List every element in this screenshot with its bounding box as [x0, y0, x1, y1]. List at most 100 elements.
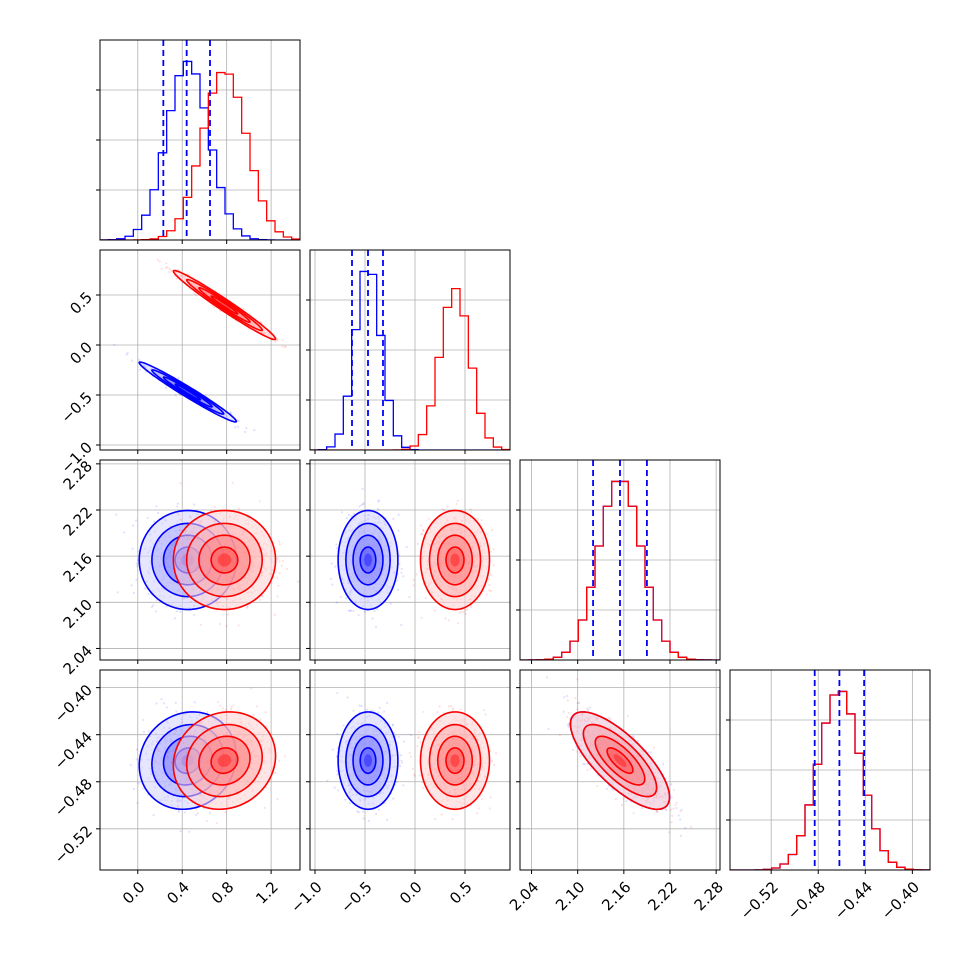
scatter-point [469, 508, 472, 511]
scatter-point [162, 702, 166, 705]
scatter-point [136, 801, 139, 804]
density-fill-series-0 [181, 388, 195, 396]
panel-body [100, 250, 300, 450]
contour-series-1 [210, 295, 239, 315]
contour-series-1 [428, 522, 482, 598]
scatter-point [168, 270, 171, 274]
scatter-point [146, 516, 149, 519]
scatter-point [420, 532, 424, 536]
contour-series-1 [198, 286, 251, 324]
scatter-point [335, 546, 338, 550]
scatter-point [130, 359, 133, 362]
scatter-point [209, 509, 213, 512]
scatter-point [199, 623, 203, 626]
panel-1-1 [306, 249, 511, 454]
scatter-point [427, 517, 430, 520]
scatter-point [179, 610, 182, 613]
scatter-point [485, 593, 488, 596]
scatter-point [252, 713, 255, 716]
panel-frame [309, 249, 511, 451]
scatter-point [189, 600, 192, 604]
panel-3-0 [96, 669, 301, 874]
scatter-point [480, 518, 483, 522]
scatter-point [237, 507, 240, 510]
panel-2-1 [306, 459, 511, 664]
contour-series-0 [359, 546, 377, 574]
scatter-point [138, 358, 141, 362]
scatter-point [405, 545, 408, 548]
scatter-point [135, 562, 138, 565]
scatter-point [142, 730, 146, 733]
scatter-point [229, 411, 232, 414]
scatter-point [170, 761, 173, 764]
scatter-point [179, 528, 182, 532]
scatter-point [357, 614, 360, 617]
scatter-point [166, 265, 169, 269]
scatter-point [415, 573, 418, 576]
scatter-point [188, 830, 191, 833]
scatter-point [156, 511, 160, 515]
scatter-point [155, 505, 158, 508]
scatter-point [353, 512, 356, 515]
hist-step-series-1 [310, 287, 510, 450]
scatter-point [135, 578, 138, 581]
scatter-point [349, 609, 352, 612]
scatter-point [270, 582, 273, 585]
scatter-point [408, 596, 411, 599]
scatter-point [213, 306, 216, 309]
scatter-point [189, 516, 192, 519]
panel-2-2 [516, 459, 721, 664]
density-fill-series-1 [217, 300, 232, 310]
scatter-point [489, 550, 492, 554]
scatter-point [444, 617, 447, 620]
scatter-point [420, 616, 423, 619]
scatter-point [330, 562, 333, 565]
scatter-point [193, 503, 196, 506]
scatter-point [277, 584, 280, 587]
scatter-point [335, 543, 338, 546]
scatter-point [377, 508, 380, 511]
scatter-point [208, 811, 212, 814]
scatter-point [157, 539, 161, 542]
scatter-point [155, 702, 158, 705]
scatter-point [276, 557, 279, 560]
scatter-point [362, 502, 365, 505]
scatter-point [339, 595, 342, 599]
scatter-point [135, 519, 138, 522]
scatter-point [175, 610, 179, 613]
scatter-point [491, 528, 494, 532]
contour-series-1 [185, 278, 264, 332]
scatter-point [492, 564, 495, 567]
scatter-point [216, 700, 220, 704]
scatter-point [142, 718, 145, 721]
scatter-point [160, 698, 163, 701]
scatter-point [392, 517, 395, 521]
scatter-point [168, 267, 171, 270]
scatter-point [236, 425, 240, 428]
scatter-point [147, 592, 150, 596]
scatter-point [400, 624, 403, 627]
scatter-point [152, 604, 155, 607]
scatter-point [116, 591, 119, 594]
scatter-point [258, 500, 261, 503]
scatter-point [331, 583, 334, 586]
scatter-point [276, 576, 279, 579]
scatter-point [156, 747, 159, 750]
scatter-point [167, 751, 170, 754]
scatter-point [179, 518, 182, 521]
scatter-point [253, 429, 256, 432]
scatter-point [135, 758, 138, 761]
scatter-point [347, 513, 351, 517]
scatter-point [273, 613, 276, 616]
scatter-point [176, 505, 179, 508]
scatter-point [138, 368, 142, 371]
scatter-point [412, 584, 415, 587]
scatter-point [218, 622, 222, 626]
scatter-point [219, 704, 222, 707]
scatter-point [213, 505, 216, 509]
scatter-point [177, 513, 180, 516]
scatter-point [261, 595, 264, 598]
scatter-point [165, 262, 168, 265]
panel-frame [519, 459, 721, 661]
scatter-point [234, 426, 237, 429]
